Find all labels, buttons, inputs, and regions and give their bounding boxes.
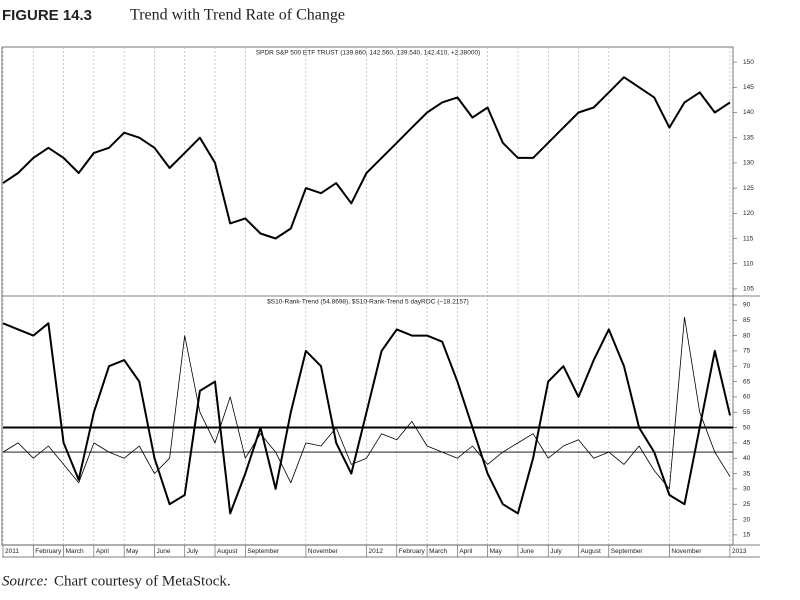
x-tick-label: 2011 [5, 548, 19, 555]
y-tick-label: 15 [743, 532, 751, 539]
y-tick-label: 130 [743, 160, 754, 167]
y-tick-label: 20 [743, 516, 751, 523]
y-tick-label: 45 [743, 440, 751, 447]
y-tick-label: 35 [743, 470, 751, 477]
y-tick-label: 50 [743, 424, 751, 431]
x-tick-label: May [126, 548, 139, 555]
y-tick-label: 85 [743, 317, 751, 324]
x-tick-label: 2013 [732, 548, 747, 555]
x-tick-label: April [459, 548, 473, 555]
x-tick-label: August [581, 548, 601, 555]
y-tick-label: 80 [743, 332, 751, 339]
y-tick-label: 140 [743, 109, 754, 116]
y-tick-label: 75 [743, 348, 751, 355]
source-text: Chart courtesy of MetaStock. [54, 573, 231, 589]
y-tick-label: 25 [743, 501, 751, 508]
y-tick-label: 110 [743, 260, 754, 267]
y-tick-label: 60 [743, 394, 751, 401]
source-label: Source: [2, 573, 48, 589]
x-tick-label: September [247, 548, 280, 555]
x-tick-label: May [490, 548, 503, 555]
y-tick-label: 145 [743, 84, 754, 91]
data-line [2, 76, 731, 240]
x-tick-label: September [611, 548, 644, 555]
y-tick-label: 105 [743, 286, 754, 293]
y-tick-label: 115 [743, 235, 754, 242]
y-tick-label: 40 [743, 455, 751, 462]
x-tick-label: July [187, 548, 199, 555]
x-tick-label: February [35, 548, 62, 555]
x-tick-label: November [308, 548, 339, 555]
panel-title: SPDR S&P 500 ETF TRUST (139.860, 142.560… [256, 50, 481, 57]
x-tick-label: August [217, 548, 237, 555]
y-tick-label: 55 [743, 409, 751, 416]
x-tick-label: April [96, 548, 110, 555]
x-tick-label: June [520, 548, 534, 555]
y-tick-label: 135 [743, 134, 754, 141]
x-tick-label: June [156, 548, 170, 555]
y-tick-label: 150 [743, 59, 754, 66]
x-tick-label: 2012 [368, 548, 383, 555]
y-tick-label: 120 [743, 210, 754, 217]
y-tick-label: 70 [743, 363, 751, 370]
x-tick-label: March [66, 548, 84, 555]
y-tick-label: 125 [743, 185, 754, 192]
y-tick-label: 30 [743, 486, 751, 493]
x-tick-label: November [671, 548, 702, 555]
y-tick-label: 90 [743, 302, 751, 309]
figure-title: Trend with Trend Rate of Change [130, 7, 345, 24]
x-tick-label: February [399, 548, 426, 555]
data-line [2, 322, 731, 515]
figure-number: FIGURE 14.3 [2, 7, 92, 24]
y-tick-label: 65 [743, 378, 751, 385]
data-line [2, 316, 731, 490]
x-tick-label: March [429, 548, 447, 555]
panel-title: $S10-Rank-Trend (54.8698), $S10-Rank-Tre… [267, 299, 469, 306]
x-tick-label: July [550, 548, 562, 555]
